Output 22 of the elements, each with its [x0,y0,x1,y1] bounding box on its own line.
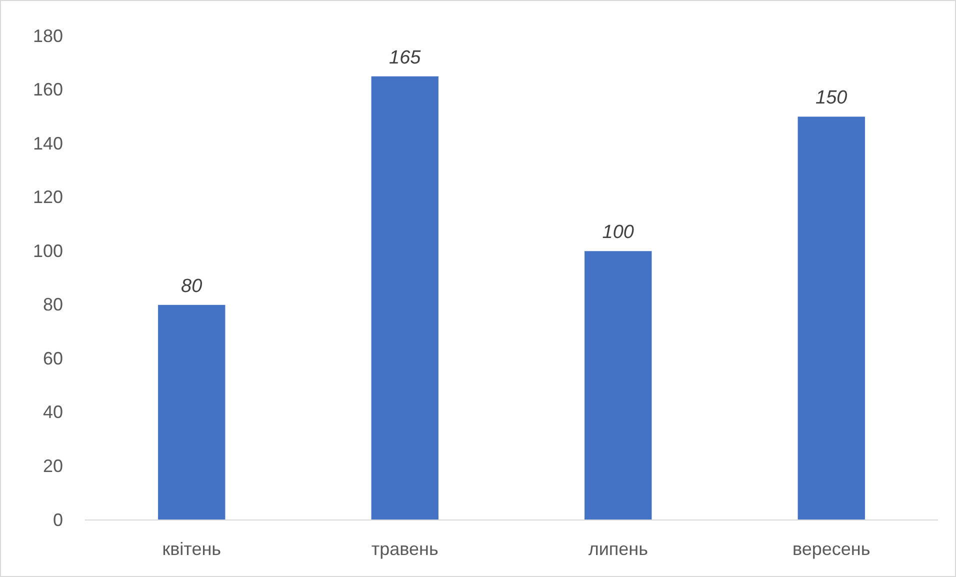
y-tick-label: 60 [42,348,63,368]
y-tick-label: 140 [32,133,63,154]
x-tick-label: липень [588,538,648,559]
data-label: 80 [181,276,203,297]
y-tick-label: 80 [42,294,63,315]
bar [158,304,226,520]
y-tick-label: 180 [32,26,63,46]
y-tick-label: 100 [32,240,63,261]
x-tick-label: вересень [792,538,870,559]
y-tick-label: 120 [32,187,63,208]
y-tick-label: 0 [52,510,63,530]
bar [584,251,652,520]
data-label: 165 [389,47,422,68]
y-tick-label: 160 [32,80,63,100]
data-label: 100 [602,222,634,244]
y-tick-label: 20 [42,456,63,476]
bar [798,116,865,520]
y-tick-label: 40 [42,402,63,422]
bar [371,76,438,520]
data-label: 150 [816,88,848,109]
x-tick-label: квітень [162,538,222,559]
x-tick-label: травень [371,538,438,559]
